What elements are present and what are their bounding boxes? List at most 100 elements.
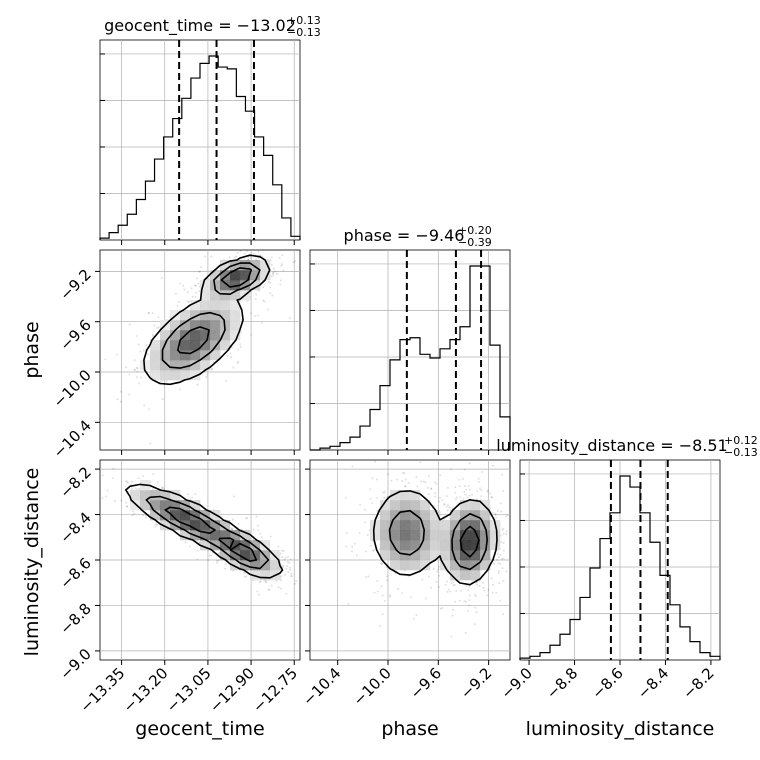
sample-point	[191, 496, 194, 499]
sample-point	[427, 493, 430, 496]
sample-point	[468, 462, 471, 465]
sample-point	[404, 478, 407, 481]
density-cell	[480, 550, 491, 561]
density-cell	[150, 350, 161, 361]
sample-point	[189, 545, 192, 548]
sample-point	[277, 545, 280, 548]
sample-point	[497, 556, 500, 559]
sample-point	[496, 509, 499, 512]
sample-point	[237, 522, 240, 525]
sample-point	[468, 585, 471, 588]
density-cell	[450, 530, 461, 541]
sample-point	[495, 591, 498, 594]
sample-point	[196, 383, 199, 386]
sample-point	[263, 300, 266, 303]
density-cell	[440, 530, 451, 541]
sample-point	[502, 541, 505, 544]
density-cell	[490, 530, 501, 541]
sample-point	[208, 554, 211, 557]
sample-point	[265, 579, 268, 582]
sample-point	[255, 293, 258, 296]
sample-point	[206, 373, 209, 376]
sample-point	[136, 370, 139, 373]
sample-point	[474, 606, 477, 609]
density-cell	[410, 540, 421, 551]
density-cell	[180, 520, 191, 531]
sample-point	[159, 380, 162, 383]
sample-point	[184, 541, 187, 544]
density-cell	[190, 350, 201, 361]
density-cell	[180, 320, 191, 331]
histogram-step	[310, 265, 511, 451]
sample-point	[256, 524, 259, 527]
density-cell	[160, 330, 171, 341]
density-cell	[160, 360, 171, 371]
sample-point	[373, 549, 376, 552]
sample-point	[433, 481, 436, 484]
sample-point	[197, 282, 200, 285]
sample-point	[135, 376, 138, 379]
sample-point	[210, 368, 213, 371]
sample-point	[179, 388, 182, 391]
sample-point	[230, 527, 233, 530]
sample-point	[450, 468, 453, 471]
density-cell	[180, 360, 191, 371]
density-cell	[250, 270, 261, 281]
sample-point	[506, 514, 509, 517]
sample-point	[380, 585, 383, 588]
sample-point	[165, 380, 168, 383]
sample-point	[105, 495, 108, 498]
sample-point	[490, 577, 493, 580]
sample-point	[451, 614, 454, 617]
sample-point	[236, 251, 239, 254]
sample-point	[366, 533, 369, 536]
sample-point	[376, 509, 379, 512]
density-cell	[390, 540, 401, 551]
sample-point	[136, 367, 139, 370]
sample-point	[499, 502, 502, 505]
title-phase-main: phase = −9.46	[344, 226, 465, 245]
sample-point	[246, 516, 249, 519]
sample-point	[270, 584, 273, 587]
sample-point	[154, 525, 157, 528]
sample-point	[473, 593, 476, 596]
sample-point	[345, 532, 348, 535]
sample-point	[237, 348, 240, 351]
sample-point	[157, 326, 160, 329]
sample-point	[260, 536, 263, 539]
sample-point	[285, 592, 288, 595]
hist-panel-phase	[309, 249, 511, 451]
sample-point	[397, 588, 400, 591]
density-cell	[260, 560, 271, 571]
density-cell	[470, 570, 481, 581]
density-cell	[160, 490, 171, 501]
sample-point	[420, 480, 423, 483]
sample-point	[252, 528, 255, 531]
sample-point	[386, 579, 389, 582]
x-tick-label: −13.20	[120, 664, 172, 716]
sample-point	[254, 315, 257, 318]
title-luminosity-distance-sup: +0.12	[724, 434, 758, 447]
sample-point	[272, 267, 275, 270]
density-cell	[180, 310, 191, 321]
density-cell	[210, 330, 221, 341]
hist-panel-luminosity-distance	[519, 459, 721, 661]
sample-point	[250, 257, 253, 260]
sample-point	[441, 499, 444, 502]
density-cell	[390, 560, 401, 571]
density-cell	[400, 500, 411, 511]
sample-point	[257, 529, 260, 532]
hist-panel-geocent-time	[99, 39, 301, 241]
density-cell	[420, 550, 431, 561]
sample-point	[465, 584, 468, 587]
sample-point	[254, 297, 257, 300]
sample-point	[364, 521, 367, 524]
sample-point	[243, 572, 246, 575]
sample-point	[198, 289, 201, 292]
density-cell	[230, 330, 241, 341]
density-cell	[190, 500, 201, 511]
density-cell	[150, 360, 161, 371]
sample-point	[438, 574, 441, 577]
sample-point	[293, 260, 296, 263]
sample-point	[285, 567, 288, 570]
